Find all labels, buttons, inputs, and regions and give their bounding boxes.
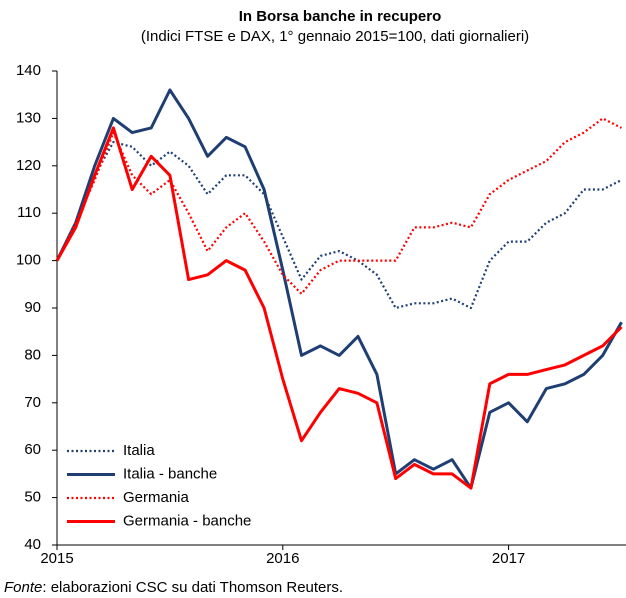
- chart-subtitle: (Indici FTSE e DAX, 1° gennaio 2015=100,…: [141, 28, 529, 45]
- chart-title: In Borsa banche in recupero: [239, 8, 442, 25]
- x-tick-label: 2015: [40, 550, 73, 567]
- y-tick-label: 110: [17, 204, 41, 221]
- series-line: [55, 88, 623, 490]
- source-text: : elaborazioni CSC su dati Thomson Reute…: [42, 579, 343, 596]
- y-tick-label: 140: [16, 62, 41, 79]
- source-label: Fonte: [4, 579, 42, 596]
- series-line: [56, 141, 622, 310]
- x-tick-label: 2016: [266, 550, 299, 567]
- legend-label: Germania: [123, 489, 190, 506]
- y-tick-label: 50: [24, 489, 41, 506]
- y-tick-label: 70: [24, 394, 41, 411]
- y-tick-label: 40: [24, 536, 41, 553]
- source: Fonte: elaborazioni CSC su dati Thomson …: [4, 579, 343, 596]
- y-tick-label: 80: [24, 346, 41, 363]
- legend-label: Germania - banche: [123, 512, 251, 529]
- y-tick-label: 90: [24, 299, 41, 316]
- series-line: [56, 117, 622, 295]
- series-line: [55, 126, 623, 490]
- x-tick-label: 2017: [492, 550, 525, 567]
- legend-label: Italia: [123, 442, 155, 459]
- legend-label: Italia - banche: [123, 465, 217, 482]
- y-tick-label: 120: [16, 157, 41, 174]
- y-tick-label: 100: [16, 252, 41, 269]
- y-tick-label: 130: [16, 109, 41, 126]
- y-tick-label: 60: [24, 441, 41, 458]
